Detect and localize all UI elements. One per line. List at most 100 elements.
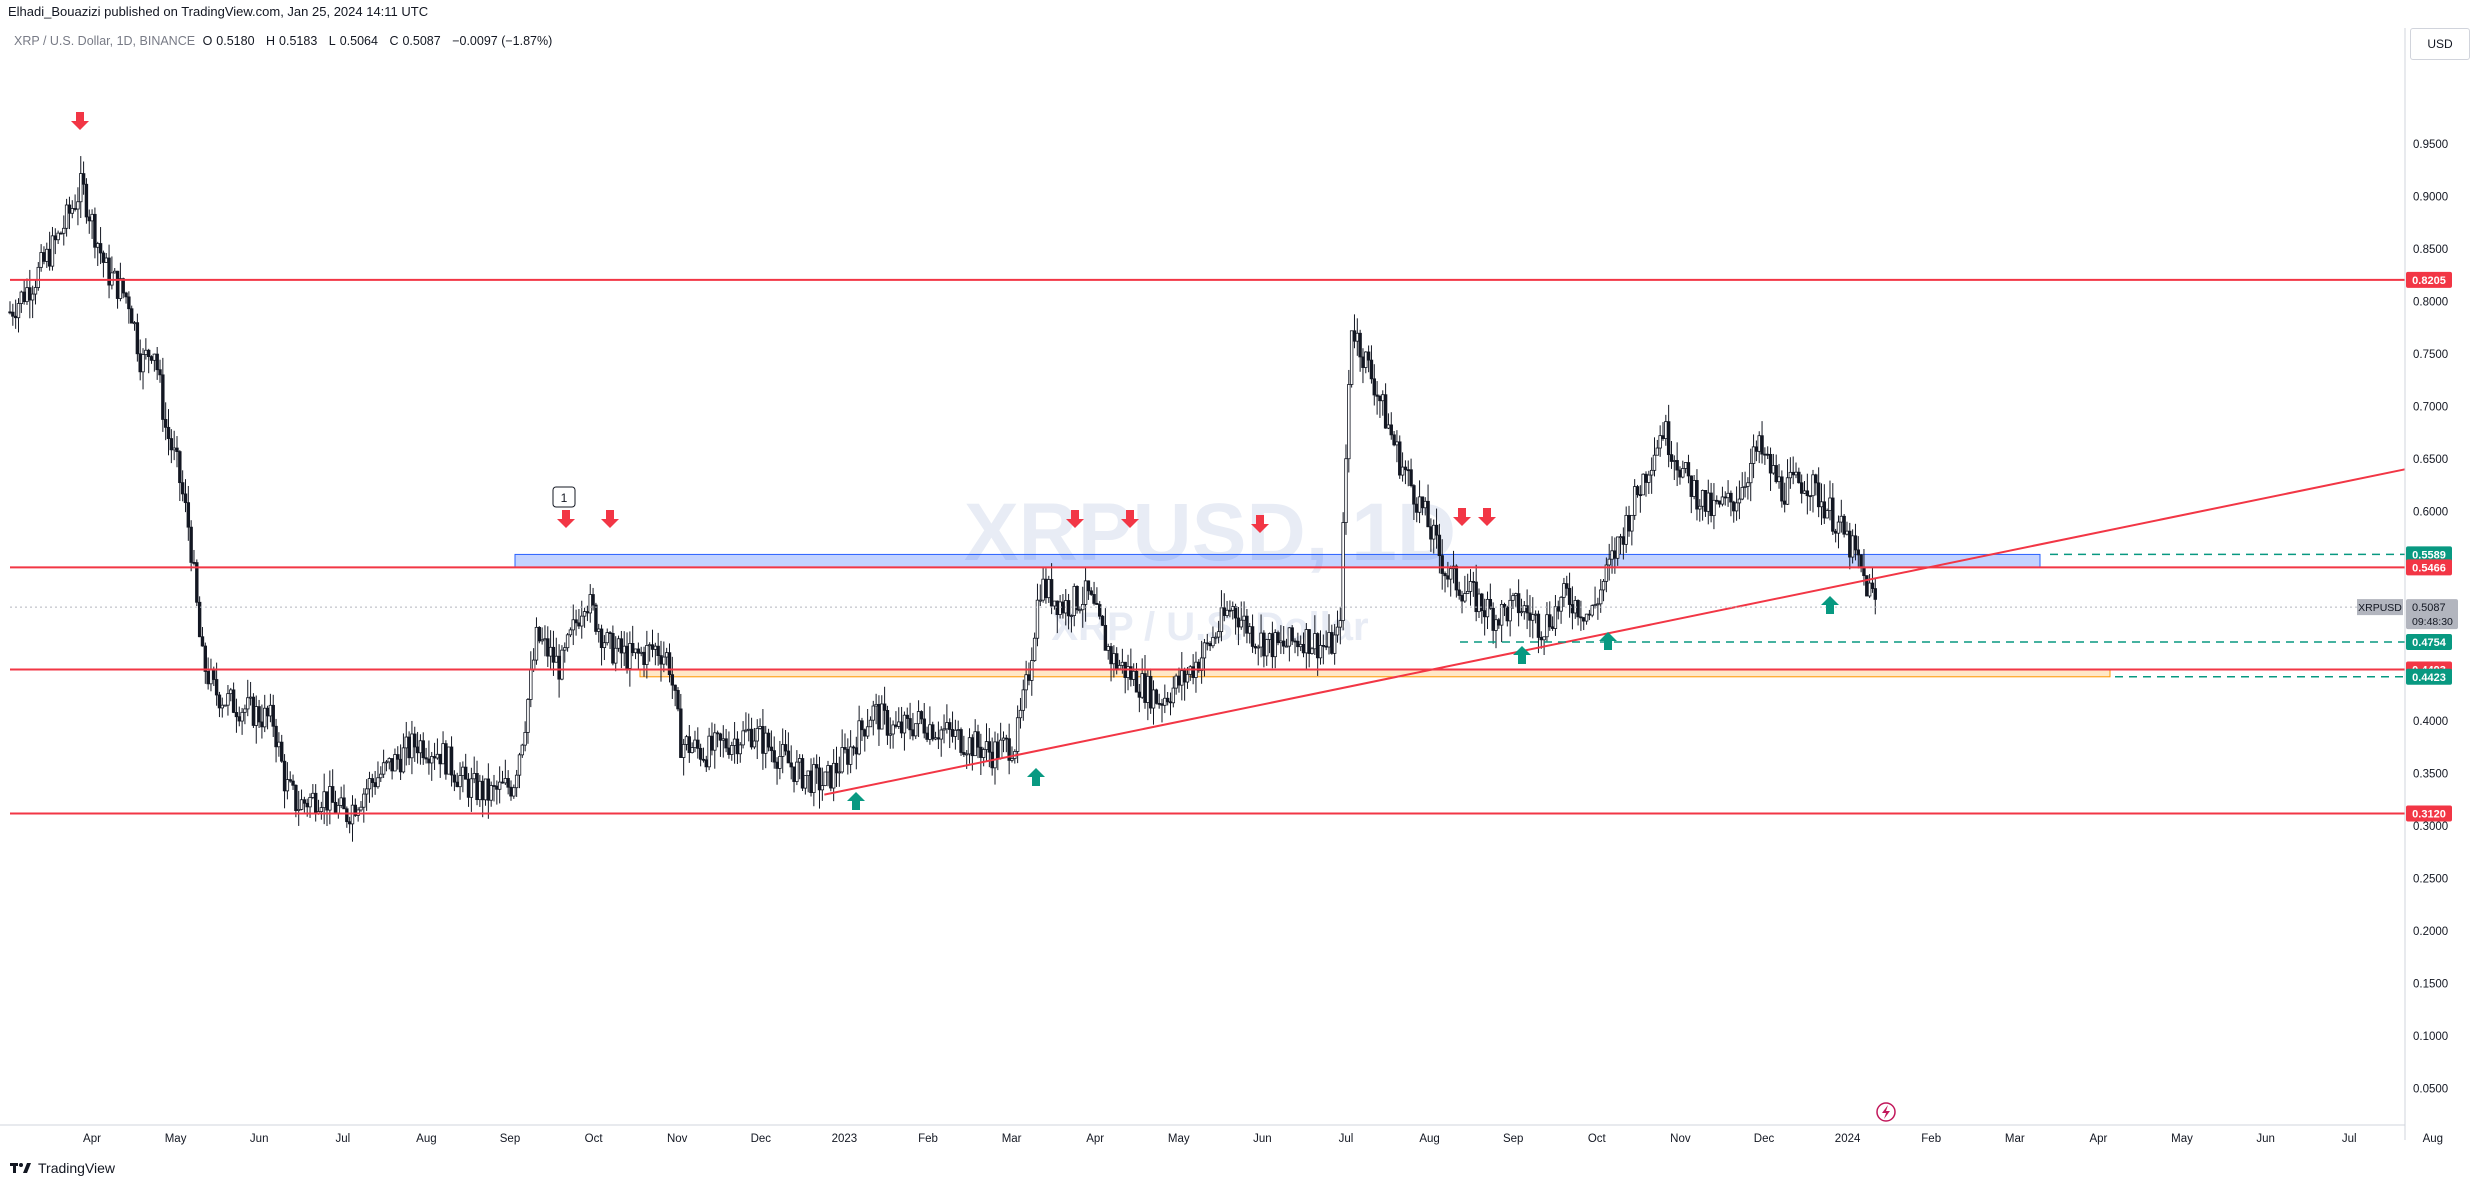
candle-body: [1590, 605, 1594, 616]
candle: [891, 720, 895, 749]
candle: [251, 693, 256, 728]
candle-body: [540, 639, 544, 642]
candle: [755, 719, 759, 760]
candle-body: [905, 714, 909, 719]
currency-button[interactable]: USD: [2410, 28, 2470, 60]
candle: [169, 429, 174, 464]
candle-body: [769, 746, 774, 752]
candle-body: [899, 721, 904, 734]
candle: [189, 520, 193, 572]
candle: [1689, 475, 1693, 514]
candle: [240, 707, 244, 735]
candle-body: [1542, 636, 1546, 641]
candle-body: [144, 349, 148, 355]
candle: [503, 759, 508, 786]
candle: [1570, 586, 1575, 630]
up-arrow-icon: [847, 792, 865, 810]
candle: [1443, 571, 1447, 593]
candle: [1664, 414, 1668, 446]
candle-body: [274, 725, 278, 748]
candle-body: [1723, 496, 1727, 499]
candle: [1366, 345, 1371, 373]
candle-body: [56, 232, 60, 241]
candle-body: [1112, 653, 1116, 665]
candle-body: [707, 735, 711, 768]
candle: [1364, 351, 1368, 374]
candle: [1440, 539, 1444, 590]
time-tick-label: Apr: [83, 1133, 101, 1145]
candle: [1123, 661, 1127, 694]
candle: [396, 746, 400, 770]
candle: [1171, 676, 1176, 708]
candle-body: [1709, 492, 1713, 517]
candle-body: [1848, 530, 1852, 558]
time-tick-label: Sep: [500, 1133, 520, 1145]
candle-body: [500, 781, 505, 784]
candle-body: [1536, 613, 1541, 638]
candle-body: [1335, 626, 1340, 636]
candle: [1511, 592, 1515, 610]
candle-body: [486, 778, 491, 801]
candle: [653, 642, 658, 666]
candle: [1103, 608, 1108, 651]
candle: [1525, 589, 1529, 630]
time-tick-label: Feb: [918, 1133, 938, 1145]
candle-body: [1366, 351, 1371, 361]
candle: [237, 706, 241, 727]
candle-body: [175, 447, 179, 452]
candle-body: [1780, 476, 1784, 502]
candle-body: [1446, 575, 1450, 580]
candle-body: [212, 669, 216, 680]
price-tick-label: 0.3500: [2413, 769, 2448, 781]
candle-body: [1511, 595, 1515, 601]
candle: [393, 748, 397, 772]
candle: [1194, 651, 1198, 693]
candle-body: [1799, 482, 1804, 494]
candle-body: [1163, 697, 1167, 706]
candle-body: [1168, 701, 1173, 704]
time-axis[interactable]: Apr May Jun Jul Aug Sep Oct Nov Dec 2023 Feb Mar Apr…: [83, 1133, 2443, 1145]
candle-body: [1465, 591, 1470, 594]
candle: [1814, 473, 1818, 496]
candle: [59, 231, 63, 235]
tradingview-logo[interactable]: TradingView: [10, 1160, 115, 1176]
candle-body: [1584, 613, 1589, 622]
candle-body: [1703, 490, 1708, 512]
candle: [616, 635, 621, 652]
candle: [480, 775, 485, 818]
candle-body: [1556, 606, 1560, 612]
candle-body: [297, 808, 301, 811]
candle-body: [998, 739, 1003, 759]
candle: [1355, 318, 1359, 356]
candle: [1746, 477, 1750, 500]
candle-body: [432, 756, 437, 759]
candle: [591, 587, 595, 611]
candle: [291, 774, 295, 790]
candle: [956, 720, 960, 740]
candle-body: [206, 671, 210, 685]
candle: [1182, 667, 1187, 701]
candle: [1692, 475, 1696, 500]
candle-body: [381, 762, 386, 775]
candles: [8, 156, 1877, 842]
candle: [713, 723, 717, 769]
candle: [633, 648, 638, 660]
candle-body: [1737, 498, 1742, 504]
candle: [118, 262, 123, 302]
candle: [557, 644, 561, 698]
candle: [1349, 330, 1354, 388]
candle-body: [339, 797, 343, 806]
candle-body: [1321, 644, 1326, 647]
candle-body: [1378, 395, 1382, 402]
candle: [1463, 575, 1467, 604]
candle: [925, 726, 929, 743]
candle-body: [1692, 480, 1696, 497]
candle: [1426, 484, 1430, 528]
candle-body: [517, 754, 522, 776]
candle-body: [1754, 446, 1759, 452]
candle-body: [605, 632, 609, 644]
candle: [1706, 479, 1710, 525]
candle-body: [636, 648, 641, 654]
candle: [939, 726, 943, 757]
